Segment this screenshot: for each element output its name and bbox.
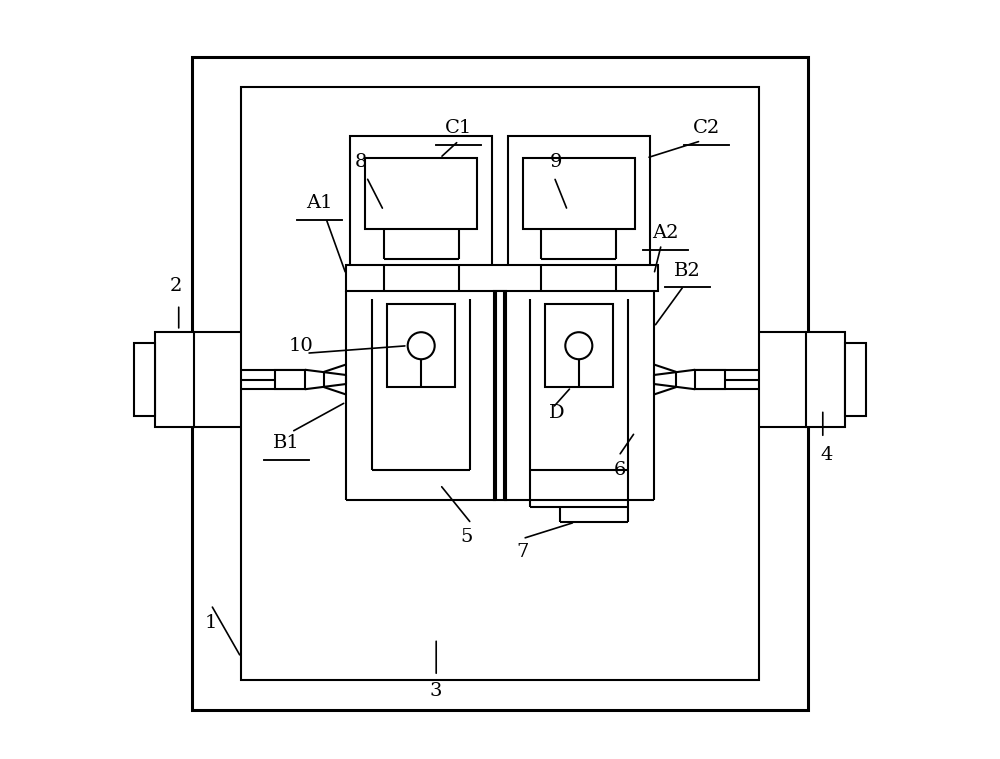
Text: 6: 6	[614, 461, 626, 479]
Bar	[241, 87, 759, 680]
Text: 3: 3	[430, 682, 442, 700]
Bar	[365, 158, 477, 229]
Text: B1: B1	[273, 434, 299, 452]
Text: 8: 8	[355, 153, 367, 171]
Text: 2: 2	[170, 277, 182, 294]
Text: 10: 10	[289, 337, 313, 354]
Text: 1: 1	[205, 615, 217, 632]
Bar	[155, 332, 194, 427]
Bar	[523, 158, 635, 229]
Text: 5: 5	[460, 528, 472, 546]
Bar	[350, 136, 492, 267]
Bar	[387, 304, 455, 387]
Bar	[508, 136, 650, 267]
Bar	[845, 344, 866, 415]
Text: 4: 4	[820, 446, 833, 464]
Bar	[134, 344, 155, 415]
Text: A1: A1	[307, 194, 333, 212]
Bar	[545, 304, 613, 387]
Text: 7: 7	[516, 543, 529, 561]
Text: B2: B2	[674, 262, 701, 279]
Text: A2: A2	[652, 224, 678, 242]
Text: C1: C1	[445, 119, 472, 137]
Text: D: D	[548, 405, 564, 422]
Bar	[346, 265, 658, 291]
Text: C2: C2	[693, 119, 720, 137]
Bar	[192, 57, 808, 710]
Bar	[494, 291, 506, 499]
Text: 9: 9	[550, 153, 563, 171]
Bar	[695, 370, 725, 389]
Bar	[275, 370, 305, 389]
Bar	[806, 332, 845, 427]
